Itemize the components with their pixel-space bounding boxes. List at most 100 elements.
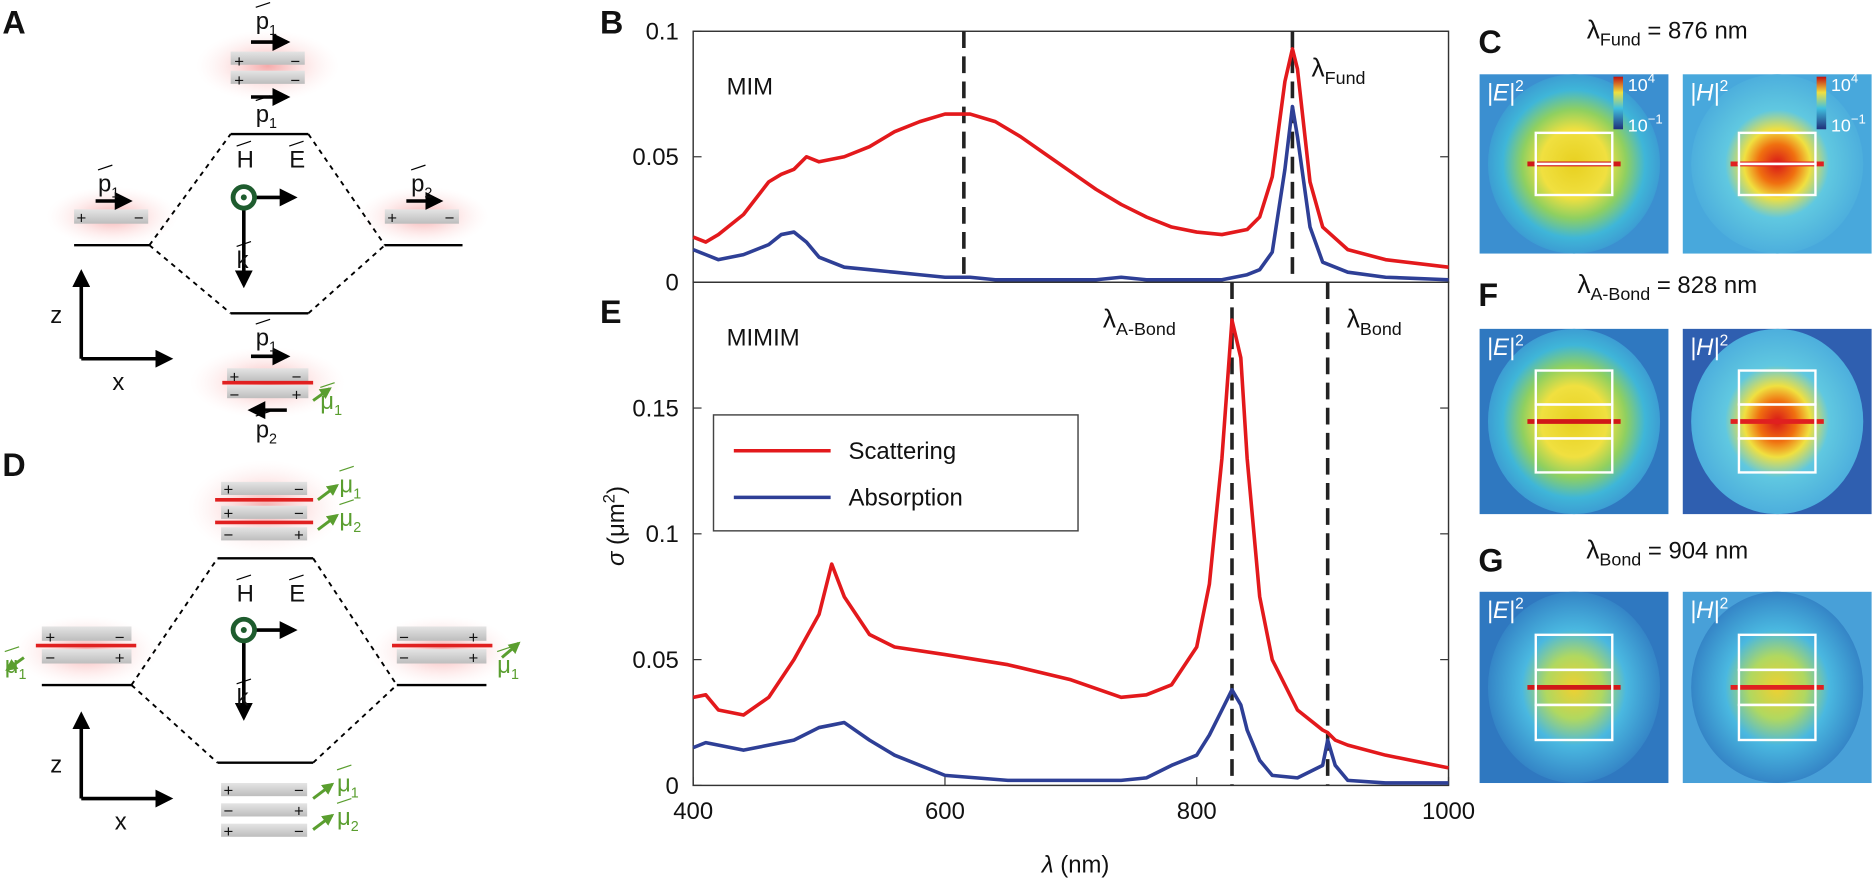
- text-part: |E|: [1487, 334, 1515, 361]
- charge-sign: −: [294, 822, 304, 841]
- vector-label: p1: [98, 170, 119, 201]
- vector-arrow-symbol: [289, 574, 304, 581]
- text-part: −1: [1851, 111, 1866, 126]
- text-part: λ: [1103, 304, 1116, 334]
- map-label: |H|2: [1690, 78, 1728, 107]
- y-axis-label: σ (μm2): [599, 486, 630, 566]
- text-part: 2: [424, 185, 432, 201]
- structure-outline: [1737, 437, 1817, 474]
- text-part: |H|: [1690, 334, 1720, 361]
- text-part: (nm): [1054, 852, 1110, 879]
- text-part: |E|: [1487, 80, 1515, 107]
- text-part: z: [50, 302, 62, 329]
- colorbar-label: 104: [1831, 71, 1858, 95]
- charge-sign: −: [45, 649, 55, 668]
- y-tick-label: 0.15: [632, 395, 679, 422]
- text-part: A-Bond: [1116, 319, 1176, 339]
- vector-arrow-symbol: [320, 382, 335, 388]
- vector-arrow-symbol: [236, 574, 252, 581]
- text-part: x: [115, 809, 127, 836]
- text-part: 4: [1851, 71, 1858, 86]
- vector-arrow-symbol: [410, 164, 426, 171]
- text-part: |E|: [1487, 597, 1515, 624]
- structure-outline: [1737, 703, 1817, 742]
- text-part: 1: [511, 667, 519, 683]
- text-part: z: [50, 751, 62, 778]
- text-part: 10: [1628, 75, 1648, 95]
- marker-label: λFund: [1312, 53, 1366, 88]
- text-part: 2: [1720, 333, 1729, 350]
- vector-label: z: [50, 302, 62, 329]
- y-tick-label: 0: [666, 773, 679, 800]
- text-part: = 876 nm: [1641, 17, 1748, 44]
- text-part: 10: [1831, 75, 1851, 95]
- text-part: μ: [497, 652, 511, 679]
- text-part: p: [98, 170, 111, 197]
- text-part: H: [237, 147, 254, 174]
- legend-label: Absorption: [849, 485, 963, 512]
- charge-sign: +: [45, 628, 55, 647]
- text-part: λ: [1587, 14, 1600, 44]
- text-part: p: [256, 101, 269, 128]
- colorbar-label: 10−1: [1831, 111, 1866, 135]
- vector-arrow-symbol: [339, 465, 354, 472]
- panel-label: A: [2, 5, 25, 41]
- colorbar-label: 104: [1628, 71, 1655, 95]
- legend-label: Scattering: [849, 438, 957, 465]
- text-part: 2: [599, 494, 618, 503]
- charge-sign: +: [234, 71, 244, 90]
- text-part: |H|: [1690, 597, 1720, 624]
- vector-label: p2: [256, 417, 277, 448]
- marker-label: λBond: [1347, 304, 1402, 339]
- y-tick-label: 0.1: [646, 521, 679, 548]
- charge-sign: −: [294, 781, 304, 800]
- vector-label: H: [237, 147, 254, 174]
- vector-arrow-symbol: [255, 2, 271, 8]
- text-part: 2: [269, 432, 277, 448]
- text-part: 2: [1515, 78, 1524, 95]
- vector-arrow-symbol: [236, 241, 252, 247]
- vector-label: E: [289, 580, 305, 607]
- charge-sign: +: [229, 368, 239, 387]
- vector-label: k: [237, 247, 249, 274]
- text-part: x: [112, 369, 124, 396]
- vector-label: μ1: [497, 652, 519, 683]
- vector-label: p1: [256, 8, 277, 39]
- vector-label: μ1: [320, 388, 342, 419]
- text-part: 1: [269, 23, 277, 39]
- charge-sign: +: [234, 52, 244, 71]
- charge-sign: +: [294, 525, 304, 544]
- panel-label: B: [600, 5, 623, 41]
- text-part: λ: [1040, 852, 1054, 879]
- text-part: p: [256, 417, 269, 444]
- vector-arrow-symbol: [255, 318, 271, 325]
- charge-sign: +: [469, 649, 479, 668]
- text-part: = 828 nm: [1650, 272, 1757, 299]
- text-part: λ: [1312, 53, 1325, 83]
- vector-arrow-symbol: [255, 410, 271, 417]
- text-part: k: [237, 247, 249, 274]
- vector-arrow-symbol: [289, 140, 304, 147]
- plot-frame: [692, 281, 1450, 787]
- text-part: ): [603, 486, 630, 494]
- charge-sign: −: [223, 801, 233, 820]
- text-part: Fund: [1325, 68, 1366, 88]
- charge-sign: +: [76, 209, 86, 228]
- x-tick-label: 1000: [1422, 798, 1475, 825]
- text-part: 1: [269, 340, 277, 356]
- map-label: |E|2: [1487, 78, 1524, 107]
- text-part: p: [256, 325, 269, 352]
- text-part: Fund: [1600, 30, 1641, 50]
- charge-sign: +: [223, 480, 233, 499]
- vector-arrow-symbol: [4, 646, 20, 653]
- panel-label: F: [1478, 277, 1498, 313]
- series-line: [692, 688, 1449, 785]
- text-part: 1: [334, 403, 342, 419]
- text-part: p: [256, 8, 269, 35]
- text-part: 2: [353, 520, 361, 536]
- charge-sign: −: [115, 628, 125, 647]
- text-part: 1: [353, 487, 361, 503]
- structure-outline: [1737, 162, 1817, 197]
- panel-label: D: [2, 447, 25, 483]
- charge-sign: −: [223, 525, 233, 544]
